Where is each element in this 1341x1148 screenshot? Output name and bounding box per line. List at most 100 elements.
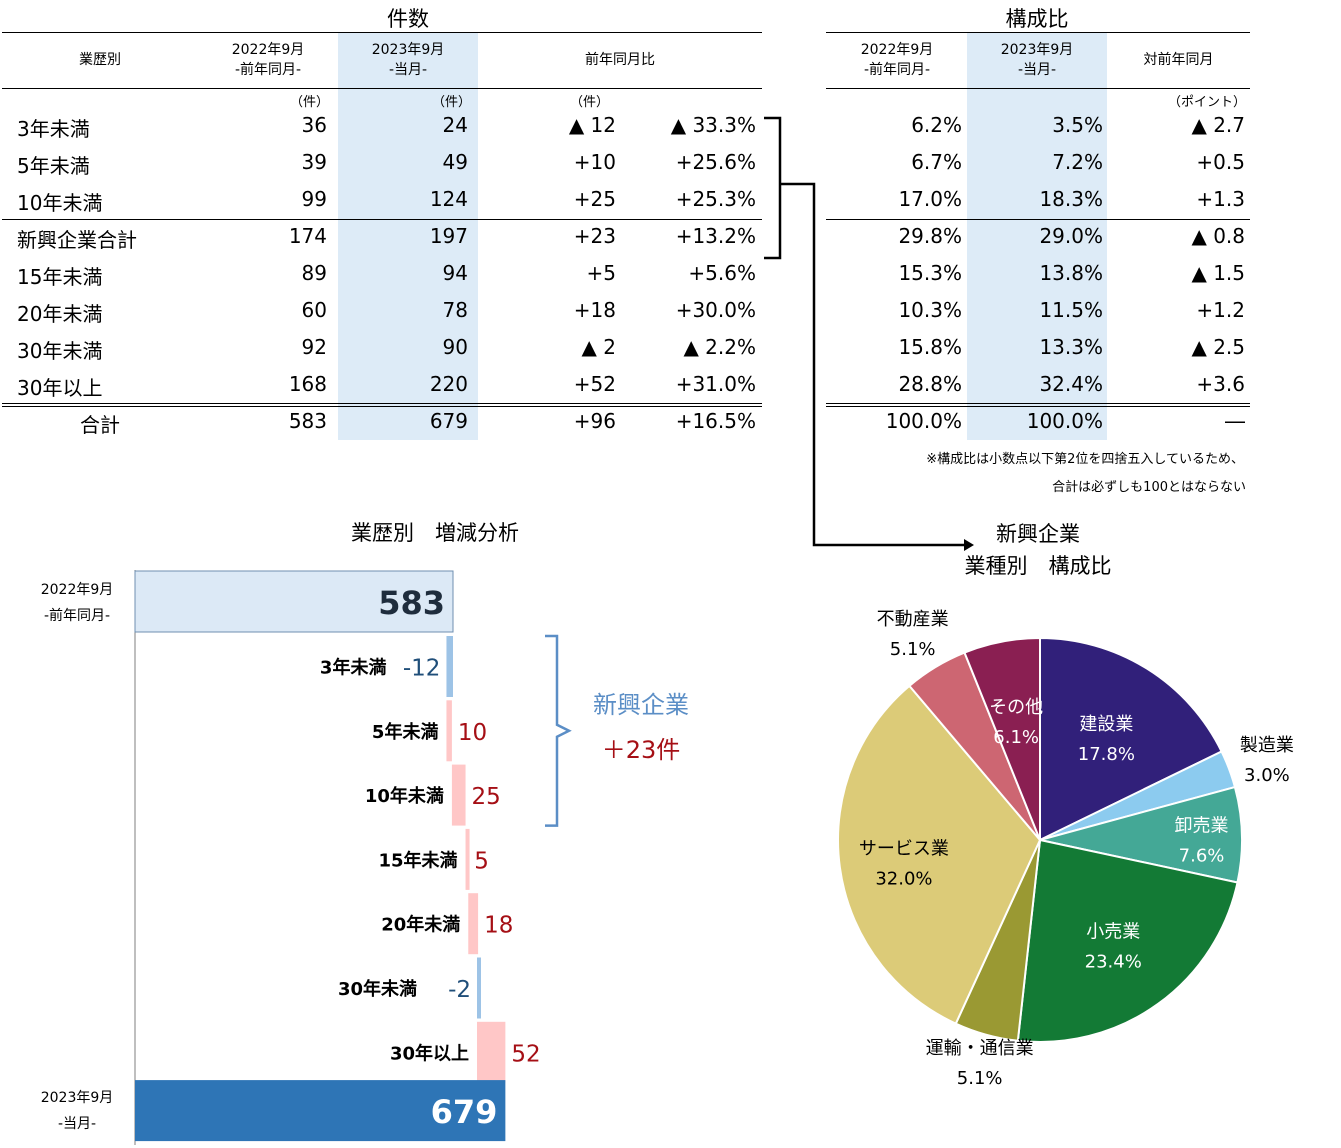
ratio-row-diff: +0.5: [1196, 150, 1245, 174]
waterfall-chart: 業歴別 増減分析 583 2022年9月 -前年同月- 3年未満 -12 5年未満 10 10年…: [41, 521, 689, 1145]
ratio-row-prev: 10.3%: [898, 298, 962, 322]
row-curr: 94: [442, 261, 468, 285]
bar-step-value-2: 25: [472, 784, 501, 810]
row-pct: ▲ 33.3%: [670, 113, 756, 137]
connector-arrow: [764, 116, 974, 551]
pie-slice-0: [1039, 636, 1223, 842]
bar-step-value-0: -12: [403, 656, 441, 682]
ratio-row-prev: 28.8%: [898, 372, 962, 396]
ratio-row-curr: 13.8%: [1039, 261, 1103, 285]
ratio-row-prev: 29.8%: [898, 224, 962, 248]
col-header-curr-line2: -当月-: [388, 62, 428, 78]
row-label: 30年以上: [17, 376, 103, 400]
bar-step-4: [468, 893, 479, 955]
row-diff: +18: [573, 298, 616, 322]
count-table-title: 件数: [387, 7, 429, 31]
row-label: 10年未満: [17, 191, 103, 215]
pie-value-4: 5.1%: [957, 1068, 1003, 1089]
bar-step-label-0: 3年未満: [320, 657, 387, 679]
waterfall-title: 業歴別 増減分析: [351, 521, 519, 545]
col-header-category: 業歴別: [79, 52, 121, 68]
pie-value-6: 5.1%: [890, 639, 936, 660]
bracket-shape: [545, 634, 572, 827]
ratio-row-prev: 100.0%: [885, 409, 962, 433]
pie-label-3: 小売業: [1086, 922, 1140, 943]
bar-step-label-5: 30年未満: [338, 978, 417, 1000]
ratio-header-curr-line2: -当月-: [1017, 62, 1057, 78]
start-label-line2: -前年同月-: [44, 607, 110, 624]
bar-end-value: 679: [431, 1093, 498, 1131]
ratio-row-diff: +1.3: [1196, 187, 1245, 211]
pie-label-5: サービス業: [859, 839, 949, 860]
col-header-prev-line1: 2022年9月: [231, 42, 305, 58]
pie-value-3: 23.4%: [1085, 952, 1142, 973]
row-curr: 90: [442, 335, 468, 359]
row-pct: +16.5%: [675, 409, 756, 433]
bar-end: [135, 1080, 506, 1142]
col-header-curr: 2023年9月 -当月-: [338, 40, 478, 80]
row-curr: 679: [429, 409, 468, 433]
pie-slice-7: [963, 636, 1041, 841]
pie-title-line1: 新興企業: [996, 522, 1080, 546]
row-label: 新興企業合計: [17, 228, 137, 252]
row-prev: 60: [301, 298, 327, 322]
row-label: 3年未満: [17, 117, 90, 141]
row-diff: +23: [573, 224, 616, 248]
pie-slice-3: [1016, 838, 1239, 1043]
row-prev: 39: [301, 150, 327, 174]
pie-title-line2: 業種別 構成比: [964, 554, 1112, 578]
row-diff: +52: [573, 372, 616, 396]
pie-value-0: 17.8%: [1078, 744, 1135, 765]
pie-label-4: 運輸・通信業: [926, 1038, 1034, 1059]
row-curr: 24: [442, 113, 468, 137]
pie-title: 新興企業 業種別 構成比: [900, 518, 1176, 582]
row-diff: +96: [573, 409, 616, 433]
row-label: 合計: [80, 413, 120, 437]
ratio-row-prev: 15.3%: [898, 261, 962, 285]
row-curr: 49: [442, 150, 468, 174]
col-header-yoy: 前年同月比: [585, 52, 655, 68]
pie-value-5: 32.0%: [875, 869, 932, 890]
row-curr: 197: [429, 224, 468, 248]
bar-step-value-1: 10: [458, 720, 487, 746]
pie-label-1: 製造業: [1240, 735, 1294, 756]
ratio-row-diff: ▲ 2.7: [1191, 113, 1245, 137]
ratio-row-curr: 13.3%: [1039, 335, 1103, 359]
ratio-row-diff: ▲ 0.8: [1191, 224, 1245, 248]
unit-curr: （件）: [432, 95, 472, 110]
col-header-prev-line2: -前年同月-: [234, 62, 302, 78]
bracket-label: 新興企業: [593, 691, 689, 719]
row-pct: +25.6%: [675, 150, 756, 174]
ratio-row-curr: 29.0%: [1039, 224, 1103, 248]
ratio-note-line2: 合計は必ずしも100とはならない: [1052, 480, 1246, 495]
unit-prev: （件）: [290, 95, 330, 110]
row-diff: +10: [573, 150, 616, 174]
ratio-row-diff: +3.6: [1196, 372, 1245, 396]
ratio-note-line1: ※構成比は小数点以下第2位を四捨五入しているため、: [926, 452, 1244, 467]
row-label: 20年未満: [17, 302, 103, 326]
bar-step-label-3: 15年未満: [378, 849, 457, 871]
pie-value-1: 3.0%: [1244, 765, 1290, 786]
ratio-header-curr-line1: 2023年9月: [1000, 42, 1074, 58]
unit-diff: （件）: [570, 95, 610, 110]
bar-step-6: [477, 1021, 506, 1083]
pie-value-2: 7.6%: [1179, 846, 1225, 867]
row-diff: +25: [573, 187, 616, 211]
ratio-table-title: 構成比: [1005, 7, 1069, 31]
row-curr: 78: [442, 298, 468, 322]
ratio-row-curr: 18.3%: [1039, 187, 1103, 211]
row-diff: ▲ 2: [581, 335, 616, 359]
row-diff: +5: [586, 261, 616, 285]
bar-step-label-2: 10年未満: [365, 785, 444, 807]
row-pct: +13.2%: [675, 224, 756, 248]
bar-step-1: [446, 700, 452, 762]
bar-step-5: [477, 957, 481, 1019]
row-prev: 92: [301, 335, 327, 359]
row-pct: ▲ 2.2%: [683, 335, 756, 359]
ratio-header-prev: 2022年9月 -前年同月-: [827, 40, 967, 80]
row-prev: 36: [301, 113, 327, 137]
ratio-row-curr: 100.0%: [1026, 409, 1103, 433]
ratio-row-curr: 32.4%: [1039, 372, 1103, 396]
row-prev: 89: [301, 261, 327, 285]
row-label: 15年未満: [17, 265, 103, 289]
